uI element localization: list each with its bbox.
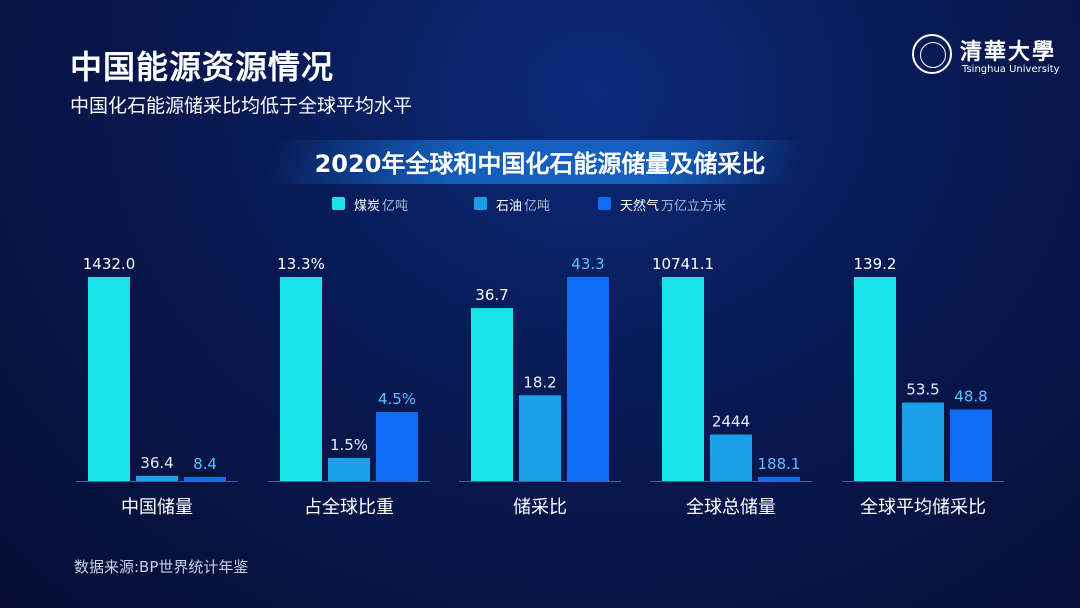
page-subtitle: 中国化石能源储采比均低于全球平均水平 bbox=[70, 95, 413, 117]
page-title: 中国能源资源情况 bbox=[70, 48, 335, 86]
category-label-0: 中国储量 bbox=[121, 497, 193, 518]
chart-legend: 煤炭 亿吨 石油 亿吨 天然气 万亿立方米 bbox=[0, 194, 1080, 214]
logo-name-cn: 清華大學 bbox=[960, 39, 1057, 65]
bar-oil-4 bbox=[902, 402, 944, 481]
bar-coal-3 bbox=[662, 277, 704, 481]
bar-gas-0 bbox=[184, 477, 226, 481]
bar-gas-2 bbox=[567, 277, 609, 481]
bar-coal-2 bbox=[471, 308, 513, 481]
category-label-2: 储采比 bbox=[513, 497, 567, 518]
legend-unit-coal: 亿吨 bbox=[382, 199, 409, 214]
category-label-3: 全球总储量 bbox=[686, 497, 776, 518]
legend-swatch-gas bbox=[598, 197, 611, 210]
data-label-coal-0: 1432.0 bbox=[83, 255, 136, 273]
data-label-coal-3: 10741.1 bbox=[652, 255, 714, 273]
university-logo: 清華大學 Tsinghua University bbox=[912, 34, 1060, 82]
category-label-1: 占全球比重 bbox=[304, 497, 394, 518]
data-label-gas-0: 8.4 bbox=[193, 455, 217, 473]
bar-oil-3 bbox=[710, 434, 752, 481]
bar-oil-2 bbox=[519, 395, 561, 481]
legend-unit-oil: 亿吨 bbox=[524, 199, 551, 214]
data-label-oil-3: 2444 bbox=[712, 413, 750, 431]
legend-label-gas: 天然气 bbox=[620, 199, 660, 214]
bar-coal-4 bbox=[854, 277, 896, 481]
legend-label-oil: 石油 bbox=[496, 199, 523, 214]
bar-coal-1 bbox=[280, 277, 322, 481]
logo-name-en: Tsinghua University bbox=[962, 64, 1060, 75]
legend-swatch-oil bbox=[474, 197, 487, 210]
bar-oil-1 bbox=[328, 457, 370, 481]
category-label-4: 全球平均储采比 bbox=[860, 497, 986, 518]
data-label-oil-1: 1.5% bbox=[330, 436, 368, 454]
data-label-oil-2: 18.2 bbox=[523, 373, 556, 391]
bar-gas-1 bbox=[376, 411, 418, 481]
data-label-gas-3: 188.1 bbox=[758, 455, 801, 473]
data-label-oil-0: 36.4 bbox=[140, 454, 173, 472]
data-label-coal-4: 139.2 bbox=[854, 255, 897, 273]
chart-title: 2020年全球和中国化石能源储量及储采比 bbox=[314, 150, 766, 178]
data-label-coal-1: 13.3% bbox=[277, 255, 325, 273]
bar-coal-0 bbox=[88, 277, 130, 481]
bar-gas-4 bbox=[950, 409, 992, 481]
data-label-oil-4: 53.5 bbox=[906, 381, 939, 399]
legend-swatch-coal bbox=[332, 197, 345, 210]
data-label-coal-2: 36.7 bbox=[475, 286, 508, 304]
data-source-note: 数据来源:BP世界统计年鉴 bbox=[74, 558, 249, 576]
bar-oil-0 bbox=[136, 475, 178, 481]
data-label-gas-4: 48.8 bbox=[954, 387, 987, 405]
university-seal-icon bbox=[912, 34, 952, 74]
data-label-gas-2: 43.3 bbox=[571, 255, 604, 273]
bar-gas-3 bbox=[758, 477, 800, 481]
legend-label-coal: 煤炭 bbox=[354, 199, 381, 214]
data-label-gas-1: 4.5% bbox=[378, 390, 416, 408]
legend-unit-gas: 万亿立方米 bbox=[661, 199, 727, 214]
